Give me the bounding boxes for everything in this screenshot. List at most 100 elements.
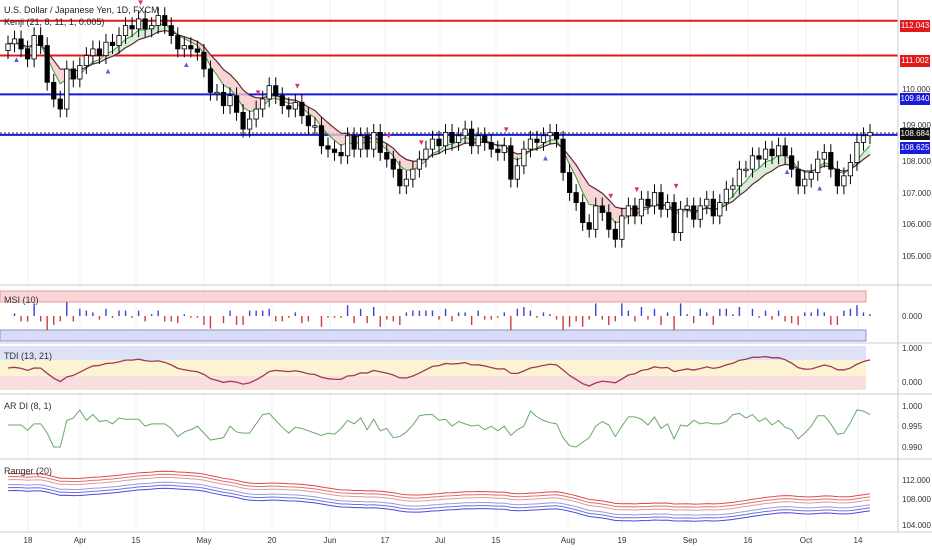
candle-body xyxy=(821,152,827,160)
candle-body xyxy=(390,158,396,170)
candle-body xyxy=(482,135,488,143)
tdi-tick: 0.000 xyxy=(902,378,923,387)
candle-body xyxy=(815,158,821,173)
sell-signal-mark: ▼ xyxy=(385,131,393,140)
candle-body xyxy=(371,132,377,150)
price-tick: 109.000 xyxy=(902,121,931,130)
band-fill xyxy=(119,39,126,53)
candle-body xyxy=(632,205,638,217)
candle-body xyxy=(260,98,266,110)
tdi-mid-zone xyxy=(0,360,866,376)
band-fill xyxy=(216,61,224,86)
band-fill xyxy=(138,29,146,40)
candle-body xyxy=(651,192,658,207)
candle-body xyxy=(664,202,671,210)
candle-body xyxy=(854,142,860,163)
candle-body xyxy=(449,132,455,143)
signal-marks: ▼ ▼ ▼ ▼ ▼ ▼ ▼ ▼ ▼ ▲ ▲ ▲ ▲ ▲ ▲ xyxy=(13,0,824,201)
candle-body xyxy=(638,198,645,217)
ardi-label: AR DI (8, 1) xyxy=(4,401,52,411)
candle-body xyxy=(527,138,534,150)
candle-body xyxy=(782,145,788,157)
candle-body xyxy=(351,135,357,150)
candle-body xyxy=(658,192,664,210)
candle-body xyxy=(860,135,867,143)
price-tick: 107.000 xyxy=(902,189,931,198)
ranger-tick: 112.000 xyxy=(902,476,931,485)
candle-body xyxy=(175,35,181,50)
candle-body xyxy=(188,45,194,50)
candle-body xyxy=(736,168,742,187)
candle-body xyxy=(573,192,579,203)
candle-body xyxy=(789,155,795,170)
band-fill xyxy=(112,45,120,57)
x-tick: 19 xyxy=(617,536,627,545)
ranger-line xyxy=(7,481,871,516)
x-tick: 17 xyxy=(380,536,390,545)
candle-body xyxy=(416,158,423,170)
band-fill xyxy=(778,155,786,167)
candle-body xyxy=(70,68,76,80)
price-levels xyxy=(0,19,898,136)
candle-body xyxy=(567,172,573,193)
symbol-title: U.S. Dollar / Japanese Yen, 1D, FXCM xyxy=(4,5,159,15)
candle-body xyxy=(11,38,18,45)
candle-body xyxy=(305,115,311,127)
x-tick: May xyxy=(196,536,212,545)
candle-body xyxy=(678,208,684,234)
sell-signal-mark: ▼ xyxy=(607,192,615,201)
grid xyxy=(27,0,859,532)
candle-body xyxy=(469,128,475,147)
candle-body xyxy=(795,168,801,187)
candle-body xyxy=(625,205,631,217)
candle-body xyxy=(521,148,527,167)
panel-separators xyxy=(0,0,932,533)
candle-body xyxy=(31,35,37,60)
kenji-bands xyxy=(7,23,871,224)
candle-body xyxy=(358,135,364,150)
sell-signal-mark: ▼ xyxy=(633,185,641,194)
ranger-panel xyxy=(7,470,871,522)
price-tick: 108.000 xyxy=(902,157,931,166)
candle-body xyxy=(312,125,318,128)
candle-body xyxy=(155,15,161,26)
tdi-lower-zone xyxy=(0,376,866,390)
band-fill xyxy=(393,148,400,166)
candle-body xyxy=(149,25,155,30)
candle-body xyxy=(606,212,612,230)
band-fill xyxy=(99,53,106,63)
ardi-tick: 0.995 xyxy=(902,422,923,431)
candle-body xyxy=(547,132,553,137)
candle-body xyxy=(442,132,449,147)
candle-body xyxy=(240,111,246,130)
band-fill xyxy=(458,137,466,147)
msi-tick: 0.000 xyxy=(902,312,923,321)
candle-body xyxy=(168,25,174,36)
candle-body xyxy=(762,148,769,160)
band-fill xyxy=(739,181,746,196)
candle-body xyxy=(64,68,70,110)
band-fill xyxy=(190,38,198,46)
band-fill xyxy=(576,164,583,193)
x-tick: 14 xyxy=(853,536,863,545)
sell-signal-mark: ▼ xyxy=(417,138,425,147)
candle-body xyxy=(495,148,501,153)
candle-body xyxy=(697,205,703,220)
x-tick: 15 xyxy=(131,536,141,545)
candle-body xyxy=(834,168,840,187)
candle-body xyxy=(847,162,854,177)
candle-body xyxy=(142,18,148,30)
msi-panel xyxy=(0,290,871,342)
candle-body xyxy=(462,128,468,137)
candle-body xyxy=(749,155,756,170)
level-tag-108-6: 108.625 xyxy=(900,142,930,154)
candle-body xyxy=(671,202,677,234)
msi-lower-band xyxy=(0,329,867,342)
band-fill xyxy=(543,140,551,147)
tdi-label: TDI (13, 21) xyxy=(4,351,53,361)
level-tag-111: 111.002 xyxy=(900,55,930,67)
candle-body xyxy=(775,145,782,157)
candle-body xyxy=(540,135,547,143)
candle-body xyxy=(318,125,325,147)
candle-body xyxy=(488,142,494,150)
